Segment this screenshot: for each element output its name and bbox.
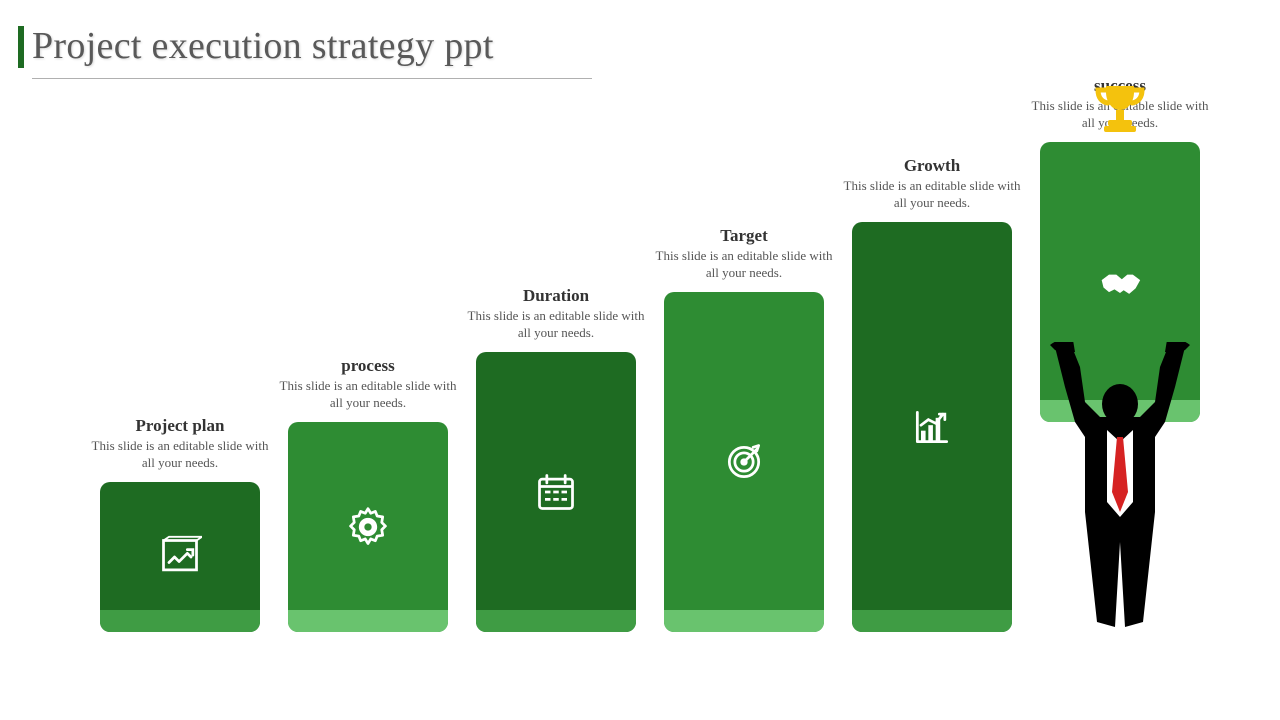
steps-row: Project planThis slide is an editable sl… bbox=[0, 76, 1280, 632]
trophy-icon bbox=[1088, 80, 1152, 144]
step-caption: This slide is an editable slide with all… bbox=[649, 248, 839, 282]
step-caption: This slide is an editable slide with all… bbox=[273, 378, 463, 412]
plan-icon bbox=[158, 535, 202, 579]
gear-icon bbox=[346, 505, 390, 549]
step-bar bbox=[100, 482, 260, 632]
step-title: Growth bbox=[837, 156, 1027, 176]
bar-foot bbox=[852, 610, 1012, 632]
step-title: process bbox=[273, 356, 463, 376]
step-label: Project planThis slide is an editable sl… bbox=[85, 416, 275, 472]
step-duration: DurationThis slide is an editable slide … bbox=[476, 286, 636, 632]
step-title: Target bbox=[649, 226, 839, 246]
step-bar bbox=[664, 292, 824, 632]
step-label: GrowthThis slide is an editable slide wi… bbox=[837, 156, 1027, 212]
step-label: TargetThis slide is an editable slide wi… bbox=[649, 226, 839, 282]
step-project-plan: Project planThis slide is an editable sl… bbox=[100, 416, 260, 632]
step-bar bbox=[288, 422, 448, 632]
title-accent bbox=[18, 26, 24, 68]
step-label: DurationThis slide is an editable slide … bbox=[461, 286, 651, 342]
step-target: TargetThis slide is an editable slide wi… bbox=[664, 226, 824, 632]
step-process: processThis slide is an editable slide w… bbox=[288, 356, 448, 632]
step-title: Project plan bbox=[85, 416, 275, 436]
step-growth: GrowthThis slide is an editable slide wi… bbox=[852, 156, 1012, 632]
step-caption: This slide is an editable slide with all… bbox=[85, 438, 275, 472]
bar-foot bbox=[288, 610, 448, 632]
bar-foot bbox=[476, 610, 636, 632]
slide-title: Project execution strategy ppt bbox=[18, 24, 1240, 68]
calendar-icon bbox=[534, 470, 578, 514]
bar-foot bbox=[100, 610, 260, 632]
step-bar bbox=[852, 222, 1012, 632]
bar-foot bbox=[664, 610, 824, 632]
step-caption: This slide is an editable slide with all… bbox=[837, 178, 1027, 212]
handshake-icon bbox=[1098, 260, 1142, 304]
title-area: Project execution strategy ppt bbox=[18, 24, 1240, 79]
person-figure bbox=[1025, 342, 1215, 632]
growth-icon bbox=[910, 405, 954, 449]
step-title: Duration bbox=[461, 286, 651, 306]
step-success: successThis slide is an editable slide w… bbox=[1040, 76, 1200, 632]
step-bar bbox=[476, 352, 636, 632]
target-icon bbox=[722, 440, 766, 484]
step-label: processThis slide is an editable slide w… bbox=[273, 356, 463, 412]
step-caption: This slide is an editable slide with all… bbox=[461, 308, 651, 342]
